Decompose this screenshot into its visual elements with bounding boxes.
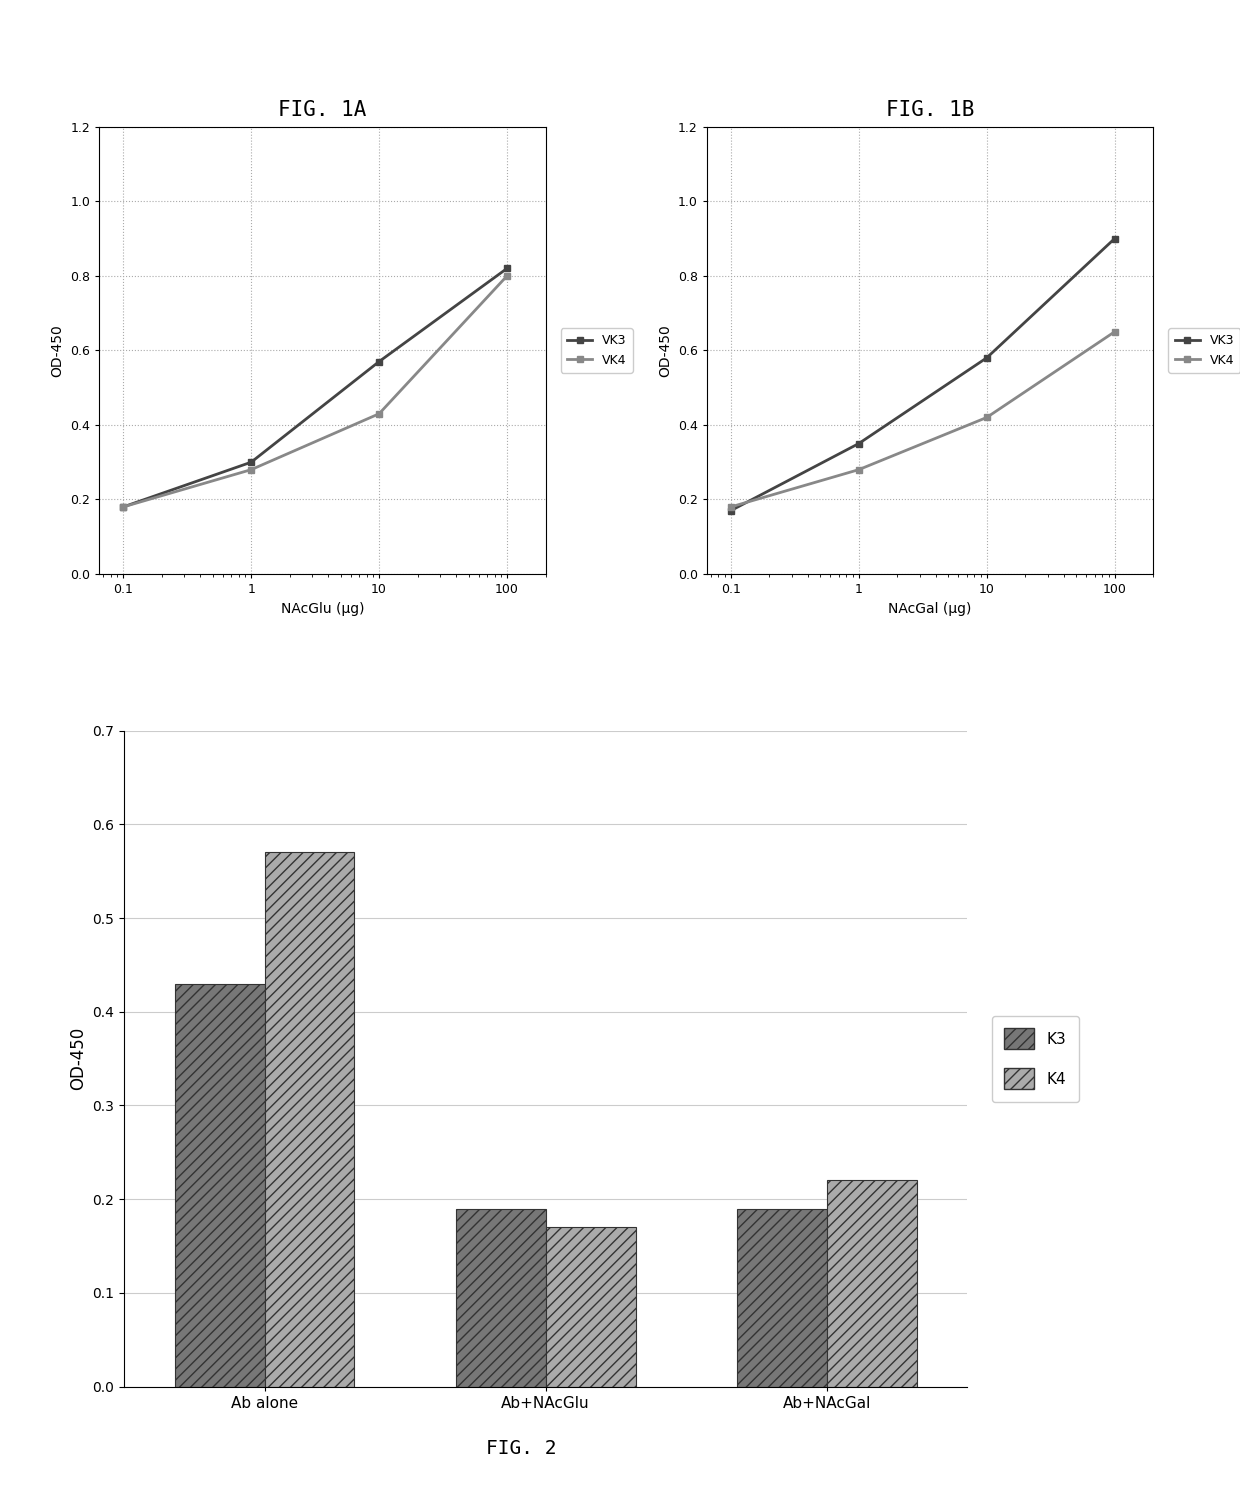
VK3 [980,349,994,367]
VK3 [372,352,387,370]
X-axis label: NAcGlu (μg): NAcGlu (μg) [280,601,365,616]
VK3 [500,259,515,277]
VK4 [852,461,867,479]
Bar [827,1181,916,1387]
Line: VK4: VK4 [120,273,511,510]
Legend: VK3, VK4: VK3, VK4 [1168,328,1240,373]
Y-axis label: OD-450: OD-450 [658,324,672,377]
VK4 [115,498,130,516]
VK3 [1107,230,1122,248]
X-axis label: NAcGal (μg): NAcGal (μg) [888,601,972,616]
Bar [264,853,355,1387]
Line: VK4: VK4 [728,328,1118,510]
Y-axis label: OD-450: OD-450 [51,324,64,377]
VK3 [852,435,867,453]
Text: FIG. 2: FIG. 2 [486,1439,556,1458]
Bar [737,1209,827,1387]
Legend: VK3, VK4: VK3, VK4 [560,328,632,373]
Bar [175,984,264,1387]
VK3 [723,501,738,519]
Legend: K3, K4: K3, K4 [992,1015,1079,1102]
Title: FIG. 1B: FIG. 1B [885,100,975,119]
VK4 [372,406,387,423]
VK3 [244,453,259,471]
Bar [455,1209,546,1387]
Y-axis label: OD-450: OD-450 [68,1027,87,1090]
VK4 [980,409,994,426]
Line: VK3: VK3 [120,265,511,510]
Bar [546,1227,636,1387]
VK3 [115,498,130,516]
VK4 [500,267,515,285]
VK4 [723,498,738,516]
VK4 [244,461,259,479]
Title: FIG. 1A: FIG. 1A [278,100,367,119]
Line: VK3: VK3 [728,236,1118,514]
VK4 [1107,324,1122,341]
